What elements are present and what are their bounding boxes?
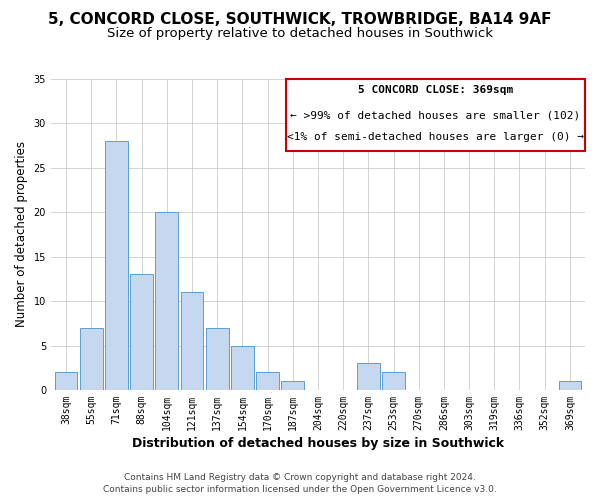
Bar	[357, 364, 380, 390]
Bar	[105, 141, 128, 390]
FancyBboxPatch shape	[286, 79, 585, 150]
Bar	[231, 346, 254, 390]
Bar	[206, 328, 229, 390]
Text: Contains HM Land Registry data © Crown copyright and database right 2024.
Contai: Contains HM Land Registry data © Crown c…	[103, 472, 497, 494]
Bar	[130, 274, 153, 390]
Bar	[80, 328, 103, 390]
Y-axis label: Number of detached properties: Number of detached properties	[15, 142, 28, 328]
Bar	[155, 212, 178, 390]
Text: 5, CONCORD CLOSE, SOUTHWICK, TROWBRIDGE, BA14 9AF: 5, CONCORD CLOSE, SOUTHWICK, TROWBRIDGE,…	[48, 12, 552, 28]
Text: <1% of semi-detached houses are larger (0) →: <1% of semi-detached houses are larger (…	[287, 132, 584, 142]
X-axis label: Distribution of detached houses by size in Southwick: Distribution of detached houses by size …	[132, 437, 504, 450]
Bar	[55, 372, 77, 390]
Bar	[281, 381, 304, 390]
Text: Size of property relative to detached houses in Southwick: Size of property relative to detached ho…	[107, 28, 493, 40]
Bar	[256, 372, 279, 390]
Text: 5 CONCORD CLOSE: 369sqm: 5 CONCORD CLOSE: 369sqm	[358, 85, 513, 95]
Bar	[559, 381, 581, 390]
Text: ← >99% of detached houses are smaller (102): ← >99% of detached houses are smaller (1…	[290, 110, 581, 120]
Bar	[181, 292, 203, 390]
Bar	[382, 372, 405, 390]
